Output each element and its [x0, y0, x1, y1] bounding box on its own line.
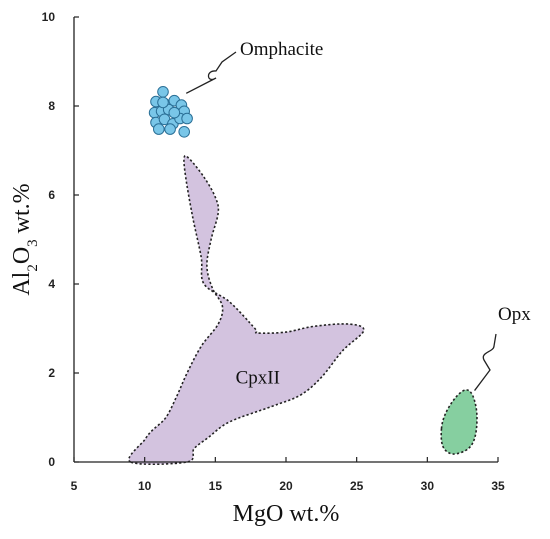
y-tick-label: 8	[48, 99, 55, 113]
x-tick-label: 35	[491, 479, 505, 493]
y-axis-title-part: O	[9, 247, 35, 264]
x-tick-label: 15	[209, 479, 223, 493]
omphacite-point	[157, 86, 169, 98]
y-tick-label: 4	[48, 277, 55, 291]
y-tick-label: 2	[48, 366, 55, 380]
x-axis-title: MgO wt.%	[233, 501, 340, 527]
y-tick-label: 0	[48, 455, 55, 469]
opx-leader-line	[474, 333, 497, 391]
y-tick-label: 6	[48, 188, 55, 202]
cpxii-region	[128, 154, 365, 466]
omphacite-point	[164, 123, 176, 135]
omphacite-point	[168, 106, 181, 119]
x-tick-label: 30	[421, 479, 435, 493]
points-layer	[148, 86, 193, 138]
x-tick-label: 20	[279, 479, 293, 493]
leader-lines-layer	[185, 51, 497, 391]
omphacite-point	[157, 96, 169, 109]
cpxii-label: CpxII	[236, 368, 280, 389]
omphacite-point	[153, 123, 165, 135]
x-tick-label: 5	[71, 479, 78, 493]
omphacite-leader-line	[185, 51, 237, 94]
x-tick-label: 25	[350, 479, 364, 493]
ticks-layer: 5 10 15 20 25 30 35 0 2 4 6 8 10	[42, 10, 505, 493]
y-axis-title: Al2O3 wt.%	[9, 183, 41, 295]
y-axis-title-part: Al	[9, 271, 35, 295]
y-tick-label: 10	[42, 10, 56, 24]
opx-label: Opx	[498, 304, 531, 325]
regions-layer	[128, 154, 478, 466]
y-axis-title-part: wt.%	[9, 183, 35, 239]
opx-region	[440, 389, 478, 455]
labels-layer: MgO wt.% Al2O3 wt.% Omphacite CpxII Opx	[9, 39, 531, 527]
y-axis-title-subscript: 3	[25, 239, 41, 247]
y-axis-title-subscript: 2	[25, 264, 41, 272]
omphacite-point	[181, 112, 193, 125]
omphacite-point	[178, 126, 190, 138]
x-tick-label: 10	[138, 479, 152, 493]
omphacite-label: Omphacite	[240, 39, 323, 60]
